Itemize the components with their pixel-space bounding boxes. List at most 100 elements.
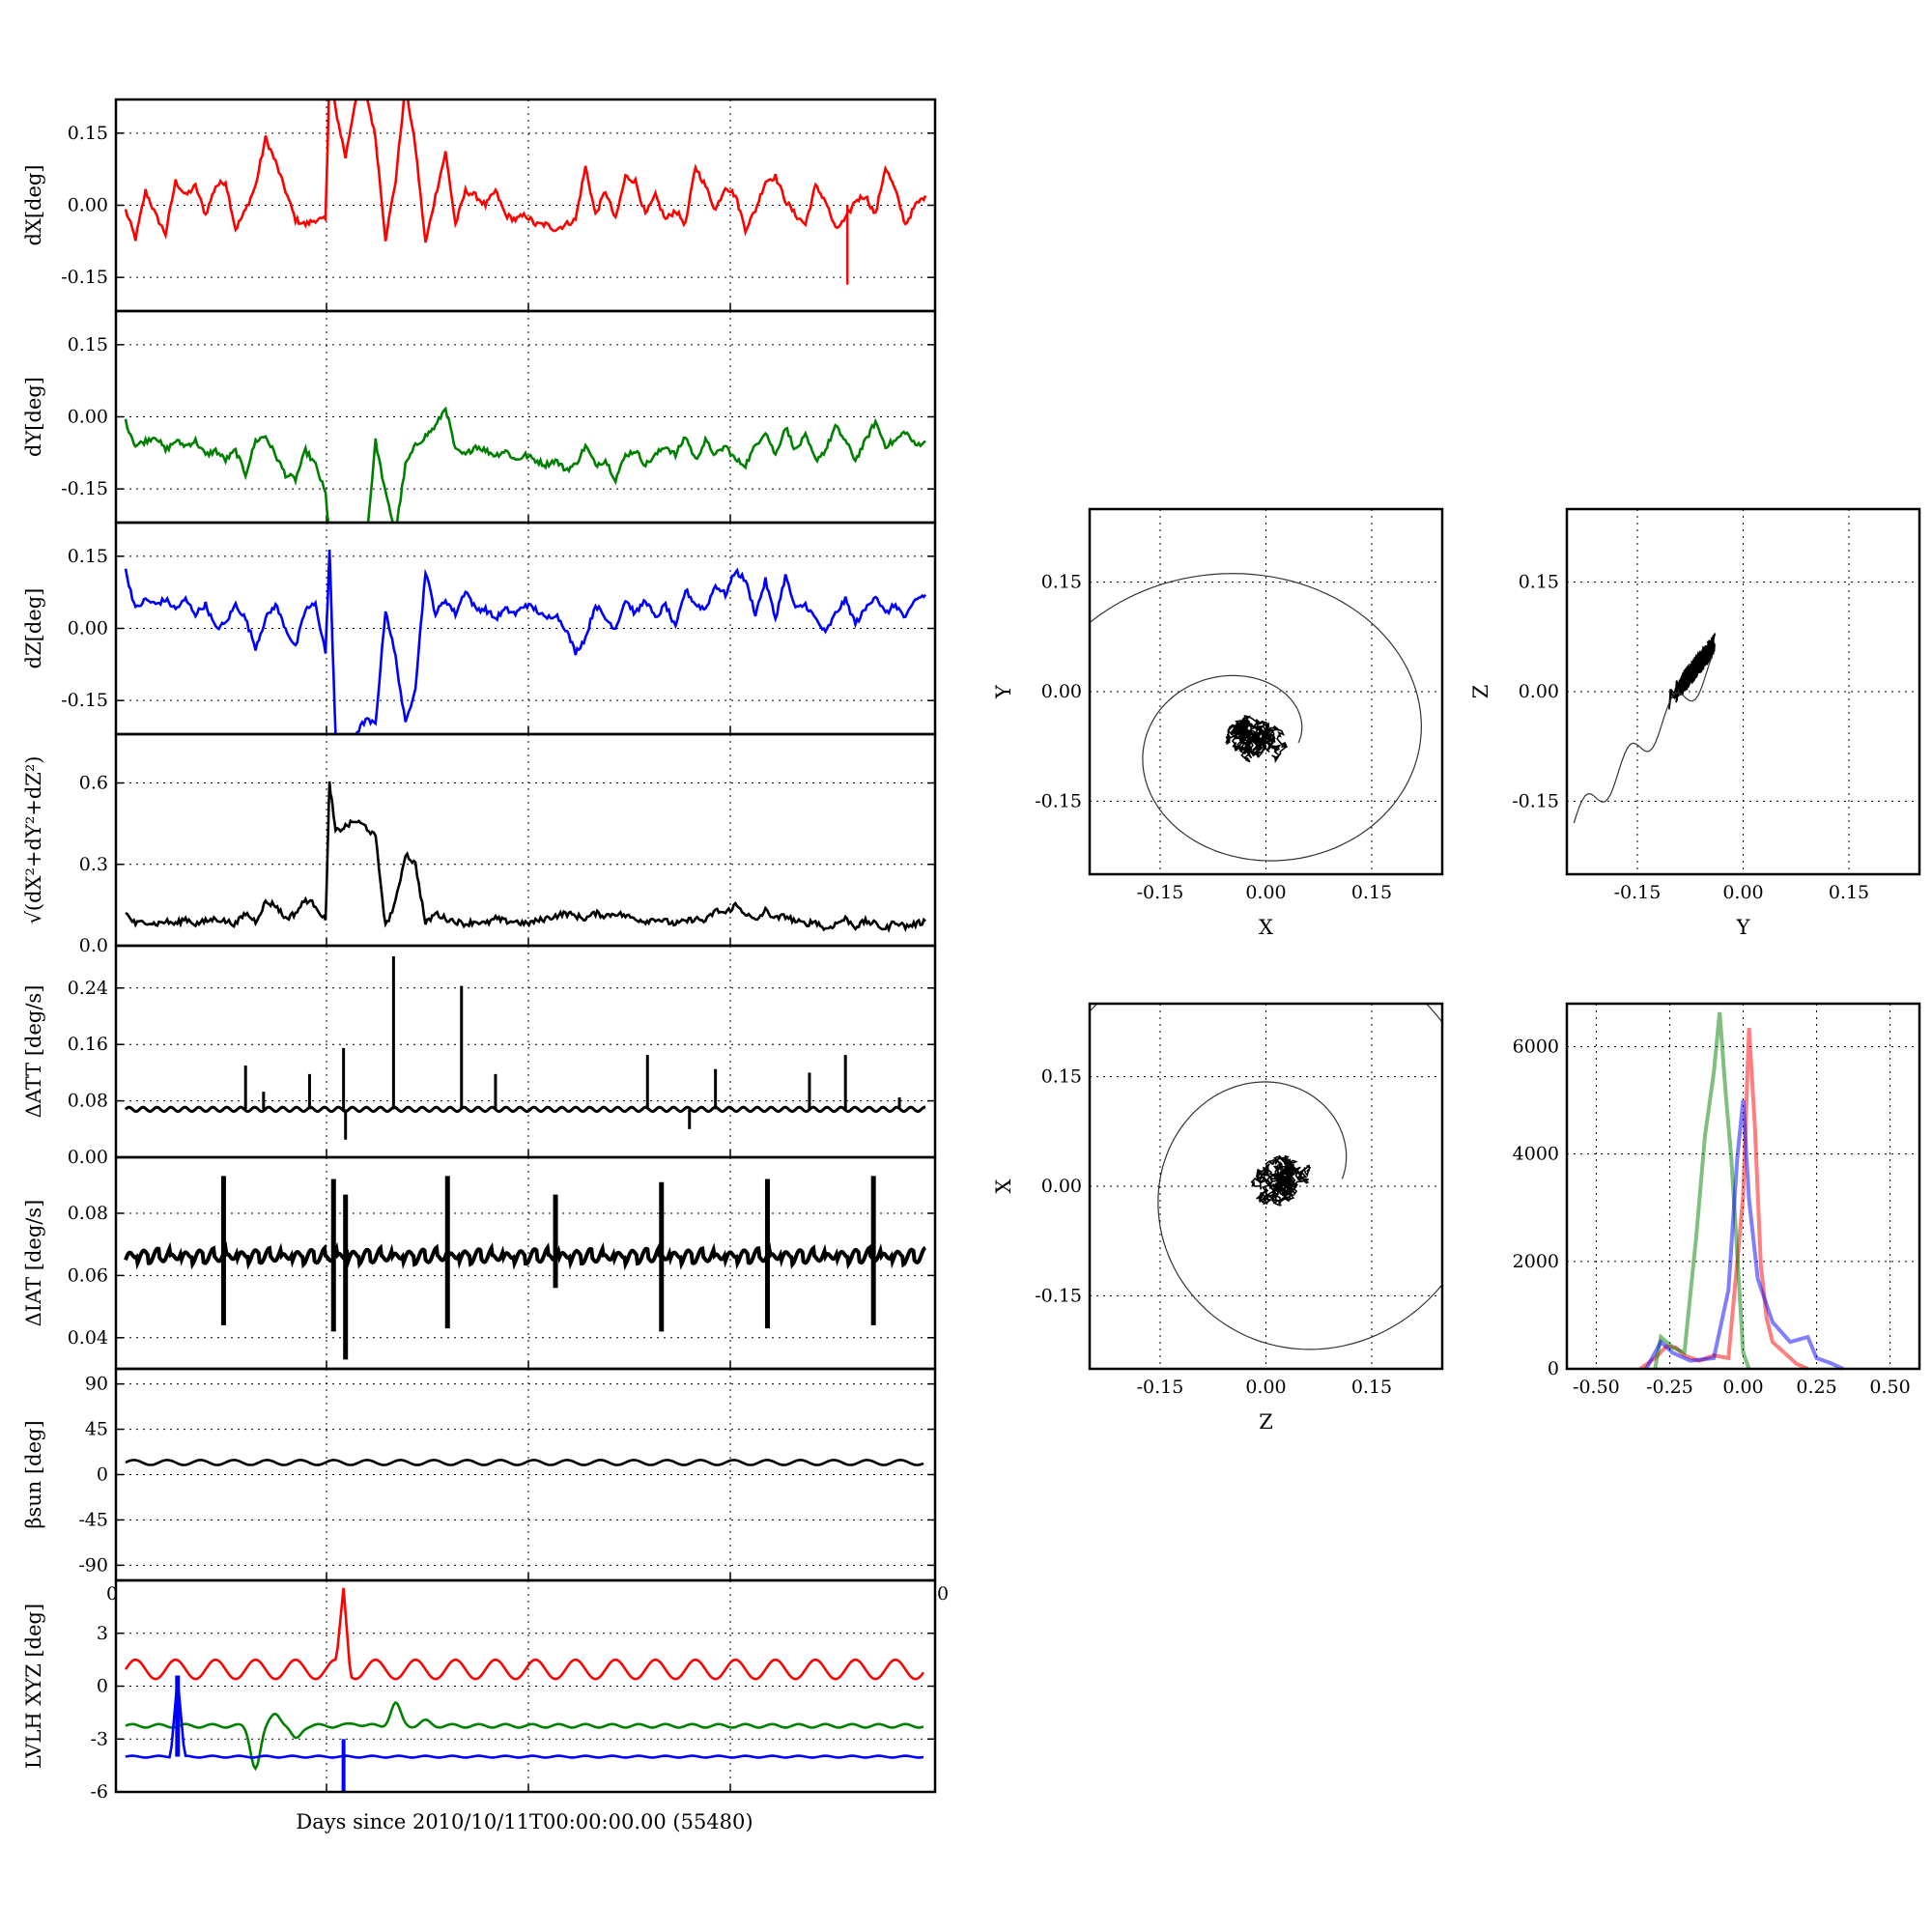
series-line (124, 549, 927, 734)
panel-ZX: -0.15 0.00 0.15 0.15 0.00 -0.15 Z X (992, 1002, 1444, 1434)
x-axis-label: Days since 2010/10/11T00:00:00.00 (55480… (296, 1810, 753, 1833)
x-axis-label: X (1259, 916, 1273, 939)
ytick-label-1: 0.00 (68, 618, 108, 639)
panel-dY: 0.15 0.00 -0.15 dY[deg] (22, 309, 937, 525)
x-axis-label: Y (1736, 916, 1751, 939)
panels: 0.150.00-0.15dX[deg]0.150.00-0.15dY[deg]… (22, 98, 1921, 1803)
panel-hist: -0.50 -0.25 0.00 0.25 0.50 6000 4000 2000 0 (1513, 1002, 1921, 1398)
panel-frame (114, 944, 937, 1159)
lvlh-series-1 (125, 1700, 924, 1772)
panel-frame (1565, 507, 1921, 876)
panel-dR: 0.6 0.3 0.0 √(dX²+dY²+dZ²) (22, 732, 937, 956)
panel-frame (114, 732, 937, 948)
ytick-label-0: 0.15 (1519, 572, 1559, 593)
xtick-label-1: 0.00 (1245, 1377, 1286, 1398)
ytick-label-2: 0.0 (79, 935, 108, 956)
ytick-label-2: -3 (90, 1728, 108, 1749)
ytick-label-2: -0.15 (61, 690, 108, 711)
xtick-label-0: -0.50 (1573, 1377, 1620, 1398)
ytick-label-2: -0.15 (1035, 790, 1082, 811)
panel-dIAT: 0.08 0.06 0.04 ΔIAT [deg/s] (22, 1155, 937, 1371)
y-axis-label: LVLH XYZ [deg] (22, 1604, 45, 1769)
ytick-label-0: 6000 (1513, 1036, 1559, 1057)
data-layer (1090, 573, 1423, 862)
hist-series-2 (1644, 1099, 1844, 1371)
ytick-label-1: 4000 (1513, 1144, 1559, 1165)
series-line (124, 99, 927, 243)
xtick-label-1: 0.00 (1722, 882, 1763, 903)
xtick-label-2: 0.15 (1829, 882, 1869, 903)
ytick-label-1: 0.16 (68, 1034, 108, 1055)
series-line (124, 406, 926, 523)
panel-dATT: 0.24 0.16 0.08 0.00 ΔATT [deg/s] (22, 944, 937, 1168)
ytick-label-2: -0.15 (61, 478, 108, 499)
panel-frame (114, 1578, 937, 1794)
ytick-label-1: 0.00 (68, 407, 108, 428)
lvlh-series-0 (124, 1587, 924, 1681)
hist-series-1 (1653, 1011, 1751, 1370)
data-layer (124, 406, 926, 523)
ytick-label-1: 45 (85, 1419, 108, 1440)
ytick-label-3: 0 (1548, 1358, 1559, 1379)
ytick-label-1: 0.06 (68, 1264, 108, 1286)
xtick-label-0: -0.15 (1614, 882, 1662, 903)
y-axis-label: dY[deg] (22, 377, 45, 457)
ytick-label-2: -0.15 (1035, 1285, 1082, 1306)
ytick-label-0: 0.15 (68, 546, 108, 567)
data-layer (125, 781, 926, 933)
trace-core (1250, 1154, 1312, 1207)
y-axis-label: Z (1469, 685, 1492, 699)
ytick-label-4: -90 (78, 1554, 108, 1576)
baseline-line (124, 1105, 926, 1114)
data-layer (1090, 1004, 1442, 1350)
trace-excursion (1573, 655, 1713, 824)
xtick-label-2: 0.15 (1351, 882, 1392, 903)
xtick-label-1: -0.25 (1646, 1377, 1693, 1398)
panel-beta: 90 45 0 -45 -90 βsun [deg] (22, 1367, 937, 1582)
y-axis-label: βsun [deg] (22, 1420, 45, 1528)
xtick-label-2: 0.00 (1722, 1377, 1763, 1398)
data-layer (125, 1459, 924, 1466)
ytick-label-1: 0.3 (79, 854, 108, 875)
ytick-label-3: -6 (90, 1781, 108, 1803)
lvlh-series-2 (125, 1677, 924, 1759)
y-axis-label: Y (992, 684, 1015, 699)
y-axis-label: dX[deg] (22, 164, 45, 245)
xtick-label-1: 0.00 (1245, 882, 1286, 903)
ytick-label-0: 3 (97, 1623, 108, 1644)
ytick-label-2: 0.08 (68, 1091, 108, 1112)
ytick-label-2: 0.04 (68, 1327, 108, 1349)
xtick-label-0: -0.15 (1137, 1377, 1184, 1398)
ytick-label-1: 0.00 (1519, 681, 1559, 702)
data-layer (124, 549, 927, 734)
panel-dZ: 0.15 0.00 -0.15 dZ[deg] (22, 521, 937, 736)
beta-line (125, 1459, 924, 1466)
panel-frame (1088, 1002, 1444, 1371)
panel-frame (1565, 1002, 1921, 1371)
x-axis-label: Z (1259, 1410, 1273, 1434)
y-axis-label: ΔIAT [deg/s] (22, 1200, 45, 1327)
data-layer (1573, 633, 1717, 824)
ytick-label-1: 0.00 (1041, 681, 1082, 702)
xtick-label-2: 0.15 (1351, 1377, 1392, 1398)
ytick-label-1: 0.00 (1041, 1176, 1082, 1197)
ytick-label-0: 0.6 (79, 773, 108, 794)
ytick-label-0: 0.15 (68, 334, 108, 355)
trace-excursion (1090, 1004, 1442, 1350)
y-axis-label: dZ[deg] (22, 588, 45, 669)
ytick-label-1: 0.00 (68, 195, 108, 216)
ytick-label-0: 90 (85, 1374, 108, 1395)
edge-label-right: 0 (937, 1583, 949, 1605)
panel-YZ: -0.15 0.00 0.15 0.15 0.00 -0.15 Y Z (1469, 507, 1921, 939)
panel-XY: -0.15 0.00 0.15 0.15 0.00 -0.15 X Y (992, 507, 1444, 939)
ytick-label-2: 2000 (1513, 1251, 1559, 1272)
data-layer (124, 955, 926, 1140)
data-layer (124, 99, 927, 285)
ytick-label-0: 0.15 (1041, 1066, 1082, 1088)
data-layer (124, 1587, 924, 1792)
xtick-label-4: 0.50 (1869, 1377, 1910, 1398)
y-axis-label: ΔATT [deg/s] (22, 985, 45, 1119)
ytick-label-2: 0 (97, 1464, 108, 1486)
y-axis-label: √(dX²+dY²+dZ²) (22, 756, 45, 924)
ytick-label-1: 0 (97, 1676, 108, 1697)
